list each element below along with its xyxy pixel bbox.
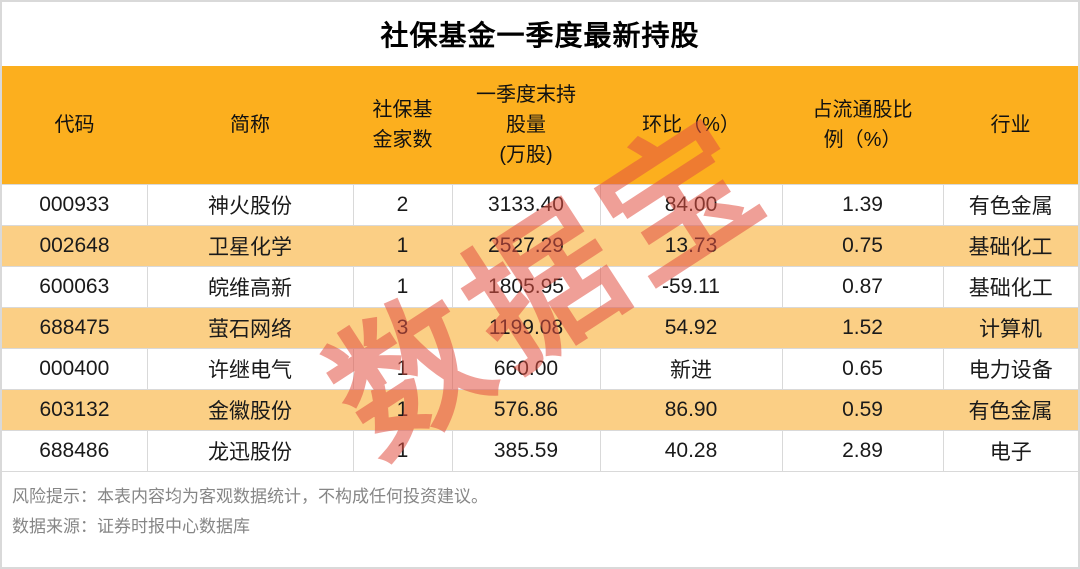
table-row: 代码 简称 社保基 金家数 一季度末持 股量 (万股) 环比（%） 占流通股比 例（%）行…: [2, 66, 1078, 185]
table-cell: 卫星化学: [147, 225, 353, 267]
table-cell: 54.92: [600, 307, 782, 349]
table-cell: 002648: [2, 225, 147, 267]
table-cell: 神火股份: [146, 184, 353, 226]
table-cell: 1.39: [781, 184, 943, 226]
table-cell: 有色金属: [943, 389, 1078, 431]
column-header: 代码: [2, 66, 147, 185]
table-cell: 000933: [2, 184, 147, 226]
column-header: 占流通股比 例（%）: [782, 66, 943, 185]
table-cell: 萤石网络: [147, 307, 353, 349]
column-header: 一季度末持 股量 (万股): [452, 66, 600, 185]
table-cell: 新进: [599, 348, 782, 390]
holdings-table: 代码 简称 社保基 金家数 一季度末持 股量 (万股) 环比（%） 占流通股比 例（%）行…: [2, 66, 1078, 472]
footer: 风险提示：本表内容均为客观数据统计，不构成任何投资建议。 数据来源：证券时报中心…: [2, 472, 1078, 542]
table-cell: 2.89: [781, 430, 943, 472]
table-row: 600063 皖维高新 1 1805.95 -59.11 0.87 基础化工: [2, 266, 1078, 308]
table-cell: 1805.95: [451, 266, 600, 308]
table-cell: 计算机: [943, 307, 1078, 349]
table-cell: 385.59: [451, 430, 600, 472]
table-row: 603132 金徽股份 1 576.86 86.90 0.59 有色金属: [2, 389, 1078, 431]
table-cell: 1: [353, 389, 452, 431]
column-header: 环比（%）: [600, 66, 782, 185]
table-cell: 1199.08: [452, 307, 600, 349]
column-header: 行业: [943, 66, 1078, 185]
table-cell: 1: [353, 225, 452, 267]
table-cell: 0.65: [781, 348, 943, 390]
table-cell: 000400: [2, 348, 147, 390]
table-cell: 603132: [2, 389, 147, 431]
column-header: 社保基 金家数: [353, 66, 452, 185]
table-row: 002648 卫星化学 1 2527.29 13.73 0.75 基础化工: [2, 225, 1078, 267]
data-source: 数据来源：证券时报中心数据库: [12, 517, 250, 536]
table-cell: 基础化工: [943, 225, 1078, 267]
table-cell: 基础化工: [942, 266, 1078, 308]
title-bar: 社保基金一季度最新持股: [2, 2, 1078, 66]
table-cell: 许继电气: [146, 348, 353, 390]
table-header-row: 代码 简称 社保基 金家数 一季度末持 股量 (万股) 环比（%） 占流通股比 例（%）行…: [2, 66, 1078, 185]
table-cell: 3: [353, 307, 452, 349]
table-cell: 688475: [2, 307, 147, 349]
table-cell: 电力设备: [942, 348, 1078, 390]
table-cell: 0.75: [782, 225, 943, 267]
table-cell: 1: [352, 430, 452, 472]
table-cell: 86.90: [600, 389, 782, 431]
column-header: 简称: [147, 66, 353, 185]
table-cell: 660.00: [451, 348, 600, 390]
page-title: 社保基金一季度最新持股: [380, 20, 700, 51]
table-cell: 688486: [2, 430, 147, 472]
table-row: 688475 萤石网络 3 1199.08 54.92 1.52 计算机: [2, 307, 1078, 349]
table-cell: 84.00: [599, 184, 782, 226]
table-cell: 电子: [942, 430, 1078, 472]
table-row: 688486 龙迅股份 1 385.59 40.28 2.89 电子: [2, 430, 1078, 472]
table-cell: 0.59: [782, 389, 943, 431]
table-cell: 皖维高新: [146, 266, 353, 308]
table-cell: 1: [352, 348, 452, 390]
table-cell: 金徽股份: [147, 389, 353, 431]
table-cell: 0.87: [781, 266, 943, 308]
table-row: 000933 神火股份 2 3133.40 84.00 1.39 有色金属: [2, 184, 1078, 226]
table-body: 000933 神火股份 2 3133.40 84.00 1.39 有色金属 002648 卫星化…: [2, 184, 1078, 472]
table-cell: 40.28: [599, 430, 782, 472]
table-cell: 13.73: [600, 225, 782, 267]
table-cell: 600063: [2, 266, 147, 308]
table-cell: 1: [352, 266, 452, 308]
table-cell: 2: [352, 184, 452, 226]
table-row: 000400 许继电气 1 660.00 新进 0.65 电力设备: [2, 348, 1078, 390]
table-cell: 3133.40: [451, 184, 600, 226]
table-cell: 龙迅股份: [146, 430, 353, 472]
table-cell: 1.52: [782, 307, 943, 349]
risk-disclaimer: 风险提示：本表内容均为客观数据统计，不构成任何投资建议。: [12, 487, 488, 506]
table-cell: 576.86: [452, 389, 600, 431]
table-cell: -59.11: [599, 266, 782, 308]
table-cell: 2527.29: [452, 225, 600, 267]
table-cell: 有色金属: [942, 184, 1078, 226]
